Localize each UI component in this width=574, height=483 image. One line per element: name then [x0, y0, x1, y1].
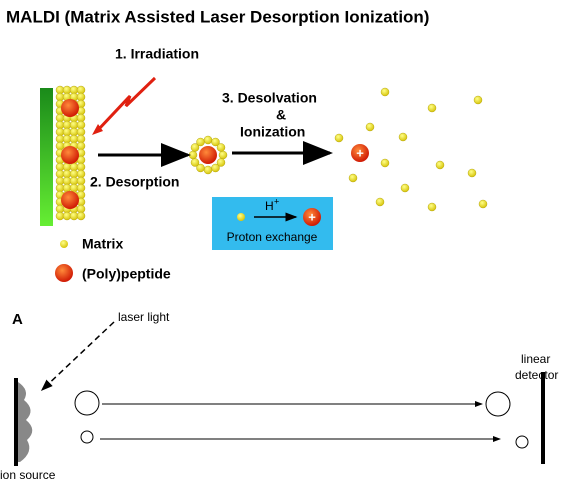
matrix-dot	[375, 197, 385, 207]
matrix-dot	[237, 213, 245, 221]
proton-charge: +	[274, 196, 279, 206]
matrix-dot	[218, 150, 228, 160]
source-label: ion source	[0, 468, 56, 482]
matrix-dot	[188, 150, 198, 160]
legend-matrix	[60, 240, 68, 248]
step-label: Ionization	[240, 124, 305, 140]
matrix-dot	[398, 132, 408, 142]
matrix-dot	[348, 173, 358, 183]
matrix-dot	[203, 165, 213, 175]
laser-arrow	[40, 321, 115, 392]
ion	[351, 144, 369, 162]
matrix-dot	[380, 87, 390, 97]
step-label: &	[276, 107, 286, 123]
matrix-dot	[400, 183, 410, 193]
target-plate	[40, 88, 53, 226]
box-label: Proton exchange	[227, 230, 318, 244]
detector-label: detector	[515, 368, 558, 382]
matrix-dot	[55, 211, 65, 221]
matrix-dot	[216, 158, 226, 167]
peptide	[61, 99, 79, 117]
panel-label: A	[12, 311, 23, 328]
ion-charge: +	[356, 145, 364, 160]
matrix-dot	[334, 133, 344, 143]
peptide	[199, 146, 217, 164]
matrix-dot	[467, 168, 477, 178]
ion-charge: +	[308, 209, 316, 224]
matrix-dot	[435, 160, 445, 170]
sample	[18, 382, 33, 462]
legend-label: (Poly)peptide	[82, 266, 171, 282]
ion-large	[485, 391, 511, 417]
proton: H	[265, 199, 274, 213]
matrix-dot	[211, 137, 220, 147]
matrix-dot	[427, 202, 437, 212]
matrix-dot	[196, 137, 205, 147]
detector-label: linear	[521, 352, 550, 366]
matrix-dot	[478, 199, 488, 209]
peptide	[61, 146, 79, 164]
step-label: 2. Desorption	[90, 174, 179, 190]
laser-label: laser light	[118, 310, 170, 324]
matrix-dot	[473, 95, 483, 105]
laser-head	[92, 124, 103, 135]
matrix-dot	[216, 143, 226, 152]
matrix-dot	[190, 143, 200, 152]
matrix-dot	[211, 163, 220, 173]
matrix-dot	[203, 135, 213, 145]
title: MALDI (Matrix Assisted Laser Desorption …	[6, 7, 429, 26]
matrix-dot	[365, 122, 375, 132]
laser-bolt	[96, 76, 157, 132]
matrix-dot	[380, 158, 390, 168]
legend-label: Matrix	[82, 236, 123, 252]
peptide	[61, 191, 79, 209]
step-label: 3. Desolvation	[222, 90, 317, 106]
step-label: 1. Irradiation	[115, 46, 199, 62]
ion-large	[74, 390, 100, 416]
matrix-dot	[196, 163, 205, 173]
ion	[303, 208, 321, 226]
ion-small	[515, 435, 529, 449]
legend-peptide	[55, 264, 73, 282]
ion-small	[80, 430, 94, 444]
matrix-dot	[190, 158, 200, 167]
matrix-dot	[76, 211, 86, 221]
matrix-dot	[427, 103, 437, 113]
